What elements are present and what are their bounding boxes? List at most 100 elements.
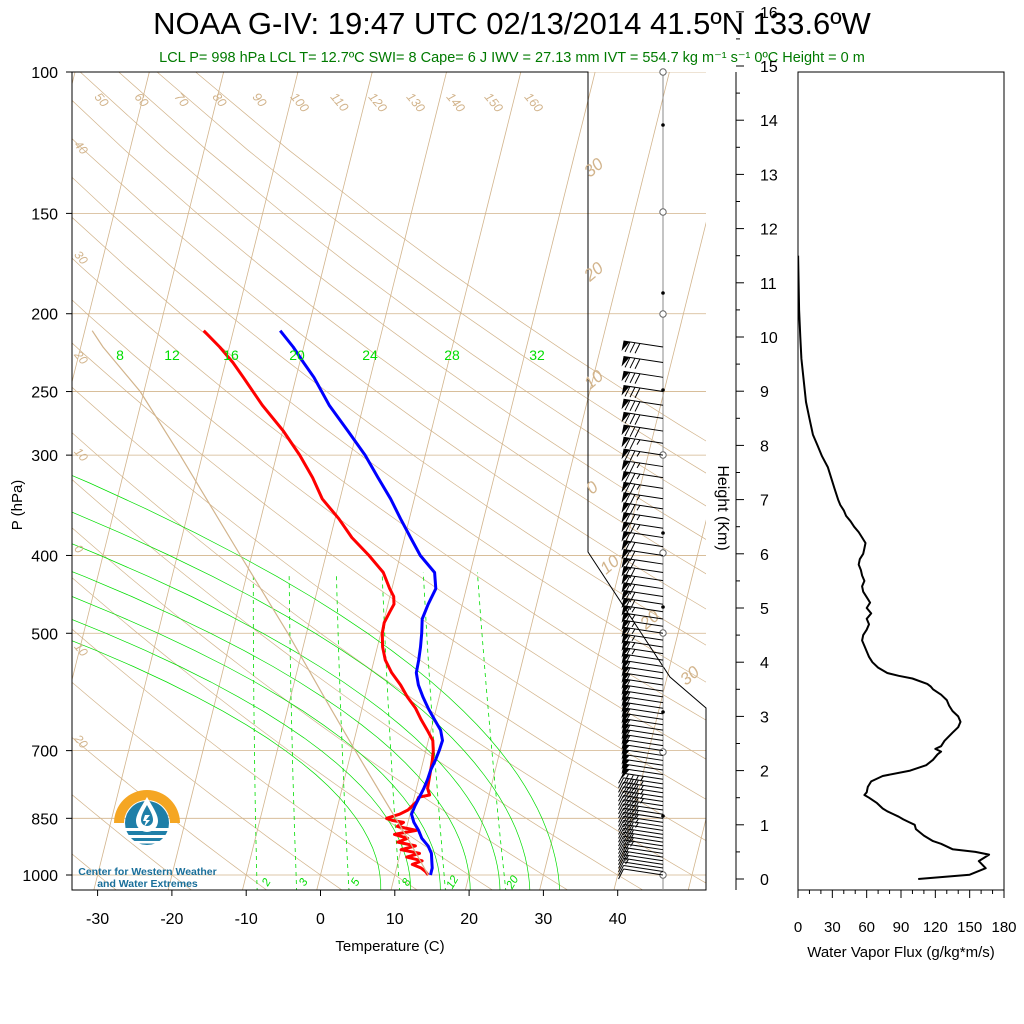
wind-barb-flag bbox=[621, 449, 630, 460]
wind-barb-flag bbox=[621, 640, 630, 651]
wind-barb-full bbox=[624, 550, 631, 561]
dry-adiabat-line bbox=[195, 72, 706, 442]
wind-barb-full bbox=[634, 414, 641, 425]
wind-barb-shaft bbox=[623, 744, 664, 752]
isotherm-label: 80 bbox=[210, 90, 230, 110]
wind-barb-full bbox=[634, 358, 641, 370]
wind-barb-shaft bbox=[623, 846, 664, 854]
wind-barb-full bbox=[623, 832, 629, 844]
moist-adiabat-line bbox=[72, 619, 411, 890]
wind-barb-full bbox=[629, 386, 636, 398]
wind-barb-full bbox=[628, 800, 634, 812]
isotherm-label-right: 0 bbox=[582, 477, 602, 498]
wind-barb-shaft bbox=[623, 803, 664, 811]
wind-barb-full bbox=[624, 513, 631, 524]
wind-barb-half bbox=[626, 735, 631, 741]
wind-barb-flag bbox=[621, 540, 630, 551]
wind-barb-full bbox=[618, 807, 624, 819]
isotherm-label: 160 bbox=[522, 90, 546, 115]
dry-adiabat-line bbox=[72, 479, 644, 890]
wind-barb-full bbox=[629, 483, 636, 495]
wind-barb-shaft bbox=[623, 857, 664, 865]
wind-barb-full bbox=[624, 461, 631, 472]
wind-barb bbox=[621, 597, 664, 611]
wind-barb-full bbox=[618, 795, 624, 806]
wind-barb-half bbox=[636, 514, 641, 521]
wind-barb-shaft bbox=[623, 768, 664, 776]
height-tick-label: 9 bbox=[760, 384, 769, 401]
wvf-frame bbox=[797, 71, 1005, 891]
wind-barb-half bbox=[631, 614, 636, 620]
wind-barb bbox=[618, 799, 664, 813]
wind-barb-full bbox=[634, 387, 641, 399]
wind-barb bbox=[618, 786, 664, 800]
wind-barb bbox=[621, 749, 664, 760]
height-tick-label: 6 bbox=[760, 547, 769, 564]
wind-barb-full bbox=[618, 782, 624, 793]
wind-barb-full bbox=[628, 813, 634, 824]
wind-barb-flag bbox=[621, 724, 630, 735]
wind-barb-half bbox=[625, 858, 629, 865]
isotherm-line bbox=[390, 72, 596, 890]
wind-barb-flag bbox=[621, 713, 630, 724]
mixing-ratio-line bbox=[477, 572, 507, 890]
water-vapor-flux-line bbox=[798, 255, 991, 880]
isotherm-label-right: 30 bbox=[676, 662, 703, 689]
wind-barb-full bbox=[624, 673, 631, 685]
height-marker-dot bbox=[661, 123, 665, 127]
mixing-ratio-label: 12 bbox=[444, 873, 461, 891]
wind-barb-flag bbox=[621, 412, 630, 423]
wind-barb-full bbox=[618, 850, 624, 862]
pressure-tick-label: 850 bbox=[31, 811, 58, 828]
wind-barb-full bbox=[618, 812, 624, 823]
wind-barb-half bbox=[626, 729, 631, 736]
wind-barb-full bbox=[624, 654, 631, 666]
wind-barb-full bbox=[624, 357, 631, 368]
wind-barb-half bbox=[640, 784, 644, 791]
wind-barb-full bbox=[623, 847, 629, 859]
wind-barb-full bbox=[623, 808, 629, 820]
isotherm-label: 150 bbox=[482, 90, 506, 115]
wind-barb-full bbox=[628, 774, 634, 785]
wind-barb bbox=[621, 678, 664, 691]
wind-barb-full bbox=[624, 483, 631, 494]
wind-barb-full bbox=[629, 559, 636, 570]
wind-barb bbox=[621, 565, 664, 579]
moist-adiabat-line bbox=[72, 511, 531, 890]
isotherm-line bbox=[613, 519, 706, 890]
logo-caption-line1: Center for Western Weather bbox=[78, 866, 217, 878]
wind-barb-full bbox=[624, 413, 631, 424]
flux-tick-label: 150 bbox=[957, 919, 982, 936]
dry-adiabat-line bbox=[72, 527, 569, 890]
dry-adiabat-line bbox=[72, 257, 706, 721]
wind-barb-half bbox=[640, 793, 644, 800]
wind-barb-full bbox=[618, 835, 624, 847]
wind-barb-flag bbox=[621, 492, 630, 503]
wind-barb-half bbox=[635, 822, 639, 828]
wind-barb-full bbox=[629, 523, 636, 535]
isotherm-line bbox=[72, 72, 150, 384]
wind-barb-full bbox=[618, 861, 624, 873]
wind-barb-flag bbox=[621, 558, 630, 569]
wind-barb-flag bbox=[621, 582, 630, 593]
wind-barb-full bbox=[628, 805, 634, 816]
wind-barb bbox=[621, 471, 664, 484]
wind-barb-full bbox=[629, 450, 636, 461]
height-marker-open bbox=[659, 310, 667, 318]
flux-tick-label: 180 bbox=[991, 919, 1016, 936]
wind-barb-full bbox=[624, 493, 631, 504]
dry-adiabat-line bbox=[118, 72, 706, 507]
height-tick-label: 3 bbox=[760, 709, 769, 726]
height-axis-label: Height (Km) bbox=[714, 465, 731, 550]
wind-barb-shaft bbox=[623, 799, 664, 807]
moist-adiabat-line bbox=[72, 640, 382, 890]
height-tick-label: 8 bbox=[760, 438, 769, 455]
wind-barb-half bbox=[631, 635, 636, 642]
wind-barb-flag bbox=[621, 634, 630, 645]
temperature-tick-label: 40 bbox=[609, 911, 627, 928]
wind-barb bbox=[621, 340, 664, 354]
height-tick-label: 16 bbox=[760, 5, 778, 22]
wind-barb-full bbox=[623, 791, 629, 803]
wind-barb-full bbox=[628, 829, 634, 840]
wind-barb-shaft bbox=[623, 758, 664, 766]
